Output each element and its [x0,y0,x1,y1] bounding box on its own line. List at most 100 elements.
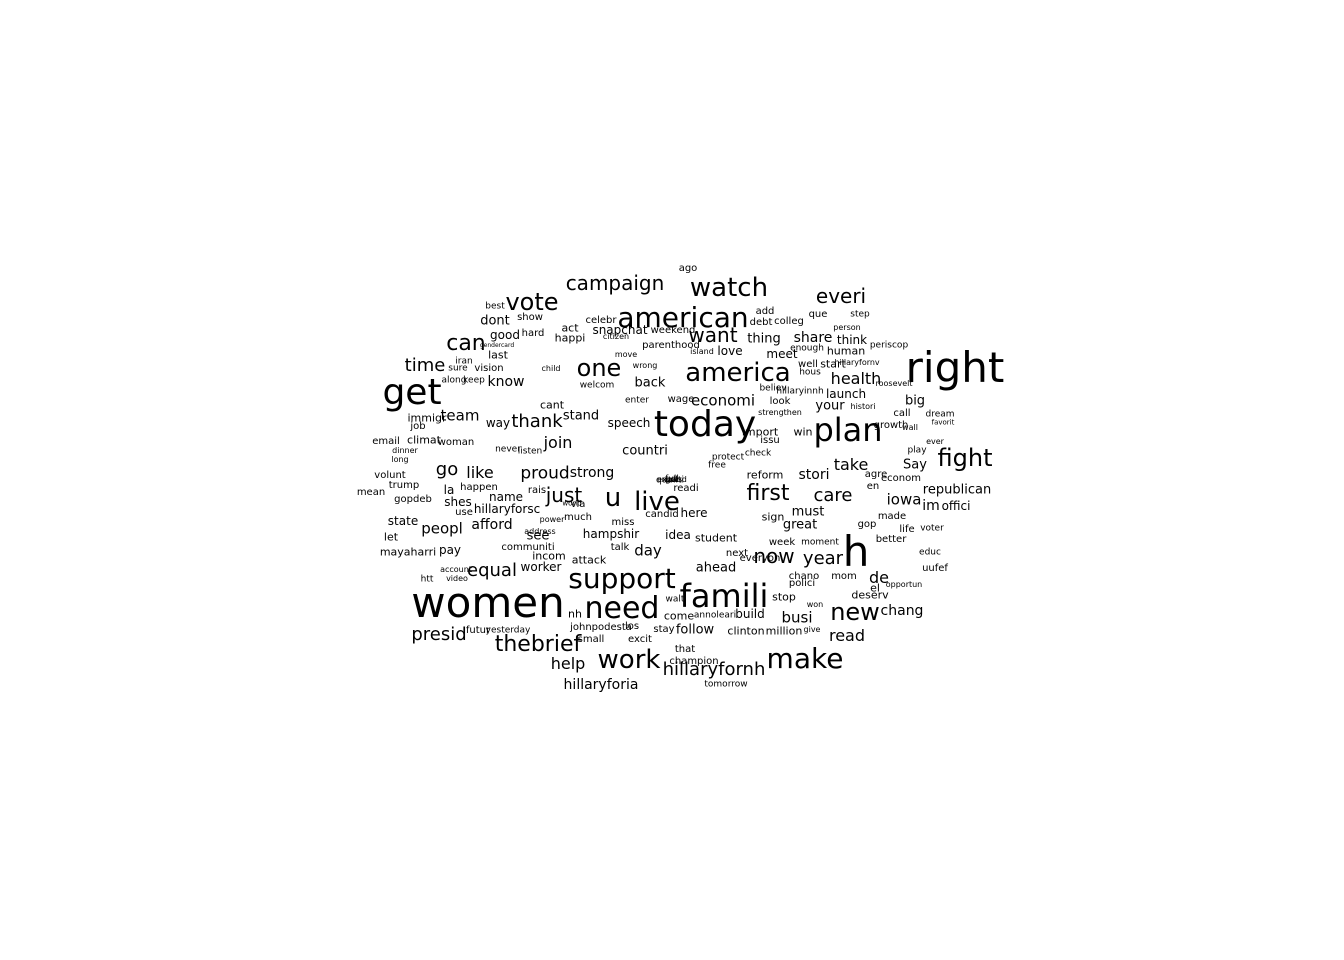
word-american: american [617,301,749,334]
word-job: job [410,421,426,432]
word-equal: equal [467,560,517,581]
word-free: free [708,460,726,471]
word-like: like [466,463,494,482]
word-much: much [564,512,592,523]
word-histori: histori [850,402,876,411]
word-gop: gop [857,519,877,530]
word-now: now [753,544,795,568]
word-new: new [830,598,880,626]
word-call: call [893,408,911,419]
word-check: check [744,448,772,459]
word-hillaryforsc: hillaryforsc [473,502,541,516]
word-play: play [907,445,927,456]
word-shes: shes [444,495,472,509]
word-iran: iran [455,356,473,367]
word-fight: fight [937,444,993,472]
word-video: video [446,574,468,583]
word-protect: protect [711,452,745,463]
word-champion: champion [669,656,719,667]
word-right: right [905,343,1005,392]
word-weekend: weekend [650,325,696,336]
word-offici: offici [941,499,971,513]
word-roosevelt: roosevelt [875,379,913,388]
word-countri: countri [622,443,668,459]
word-women: women [411,578,565,627]
word-en: en [866,481,880,492]
word-reform: reform [746,468,784,482]
word-enough: enough [790,343,824,354]
word-peopl: peopl [421,519,463,538]
word-vision: vision [474,363,504,374]
word-nh: nh [568,607,582,621]
word-presid: presid [411,624,467,645]
word-support: support [568,562,676,595]
word-volunt: volunt [374,470,406,481]
word-account: account [440,565,472,574]
word-thing: thing [747,331,781,347]
word-strengthen: strengthen [758,408,802,417]
word-snapchat: snapchat [592,323,648,337]
word-first: first [746,481,790,506]
word-chano: chano [788,571,820,582]
word-welcom: welcom [579,380,615,391]
word-happi: happi [554,331,586,345]
word-care: care [813,485,853,506]
word-human: human [826,344,866,358]
word-speech: speech [607,416,651,430]
word-chang: chang [880,603,924,619]
word-best: best [485,301,505,312]
word-state: state [387,514,419,528]
word-gendercard: gendercard [479,342,515,349]
word-qualiti: qualiti [656,475,684,486]
word-power: power [539,515,565,524]
word-get: get [382,372,442,413]
word-here: here [680,506,708,520]
word-just: just [545,483,583,507]
word-educ: educ [919,547,941,558]
word-work: work [597,645,661,675]
word-hillaryfornv: hillaryfornv [834,358,880,367]
word-opportun: opportun [885,580,923,589]
word-growth: growth [873,420,909,431]
word-world: world [562,499,582,508]
word-one: one [576,354,622,382]
word-im: im [922,498,940,514]
word-keep: keep [463,375,485,386]
word-iowa: iowa [886,490,922,509]
word-million: million [765,624,803,638]
word-agre: agre [864,469,888,480]
word-launch: launch [825,387,867,401]
word-must: must [791,504,825,520]
word-thebrief: thebrief [494,632,582,657]
word-la: la [443,483,455,497]
word-stop: stop [772,590,796,604]
word-need: need [584,591,660,626]
word-pay: pay [438,543,462,557]
word-walt: walt [665,594,685,605]
word-everi: everi [815,284,867,308]
word-win: win [793,425,813,439]
word-stori: stori [798,467,830,483]
word-today: today [653,404,757,445]
word-use: use [455,507,473,518]
word-cant: cant [539,398,565,412]
word-small: small [577,634,605,645]
word-everyon: everyon [739,553,781,564]
word-good: good [490,328,520,342]
word-enter: enter [624,395,650,406]
word-never: never [495,444,521,455]
word-clinton: clinton [727,624,765,638]
word-email: email [372,436,400,447]
word-go: go [435,459,459,480]
word-mayaharri: mayaharri [379,545,437,559]
word-attack: attack [571,553,607,567]
word-h: h [842,527,870,576]
word-talk: talk [610,542,630,553]
word-tomorrow: tomorrow [704,679,748,690]
word-busi: busi [781,608,813,627]
word-miss: miss [611,517,635,528]
word-full: full [665,474,679,485]
word-name: name [488,490,524,504]
word-stay: stay [653,624,675,635]
word-made: made [877,511,907,522]
